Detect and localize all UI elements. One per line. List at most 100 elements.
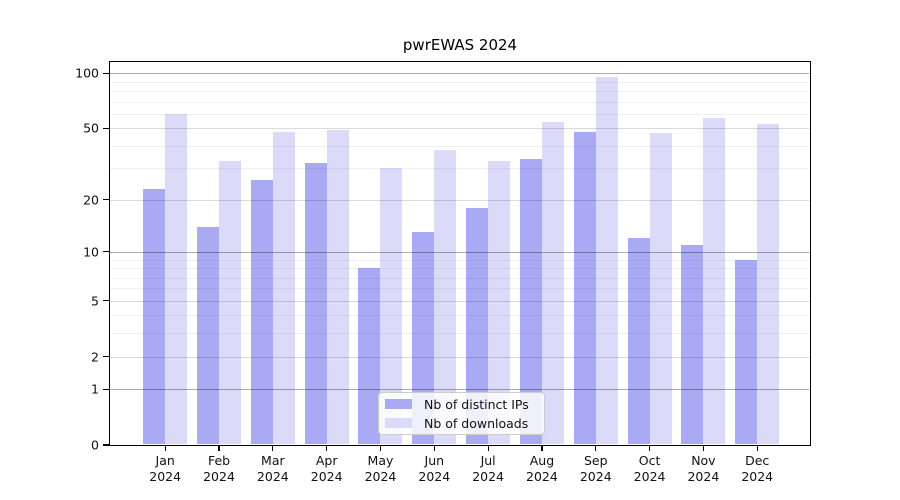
- bar-nb-of-downloads-oct: [649, 133, 672, 444]
- gridline-y-50: [110, 128, 809, 130]
- y-tick-100: [103, 72, 110, 74]
- bar-nb-of-distinct-ips-mar: [250, 179, 273, 444]
- gridline-y-5: [110, 300, 809, 302]
- legend-label-nb-of-downloads: Nb of downloads: [424, 415, 529, 431]
- y-tick-label-5: 5: [91, 293, 99, 309]
- x-tick-month: Jun: [424, 453, 445, 468]
- y-tick-1: [103, 388, 110, 390]
- bar-nb-of-downloads-nov: [703, 117, 726, 444]
- x-tick-feb: [218, 446, 220, 452]
- bars-layer: [110, 62, 809, 444]
- legend-label-nb-of-distinct-ips: Nb of distinct IPs: [424, 396, 529, 412]
- y-tick-label-1: 1: [91, 381, 99, 397]
- legend-row-nb-of-downloads: Nb of downloads: [385, 416, 544, 431]
- y-tick-label-0: 0: [91, 437, 99, 453]
- gridline-y-6: [110, 288, 809, 290]
- x-tick-mar: [272, 446, 274, 452]
- x-tick-dec: [756, 446, 758, 452]
- x-tick-apr: [326, 446, 328, 452]
- gridline-y-9: [110, 259, 809, 261]
- x-tick-year: 2024: [633, 468, 666, 484]
- x-tick-oct: [648, 446, 651, 452]
- y-tick-label-20: 20: [83, 192, 99, 208]
- x-tick-month: Aug: [529, 453, 555, 468]
- x-tick-year: 2024: [418, 468, 451, 484]
- bar-nb-of-distinct-ips-aug: [519, 158, 542, 444]
- legend-swatch-nb-of-distinct-ips: [385, 399, 412, 409]
- x-tick-month: Feb: [207, 453, 231, 468]
- y-tick-50: [103, 127, 110, 129]
- gridline-y-8: [110, 268, 809, 270]
- y-tick-10: [103, 251, 110, 253]
- gridline-y-40: [110, 145, 809, 147]
- x-tick-jun: [433, 446, 435, 452]
- x-tick-label-may: May 2024: [350, 453, 410, 484]
- bar-nb-of-downloads-mar: [272, 131, 295, 444]
- x-tick-month: Dec: [745, 453, 770, 468]
- x-tick-month: Jan: [155, 453, 175, 468]
- x-tick-month: May: [367, 453, 394, 468]
- bar-nb-of-distinct-ips-jan: [143, 189, 166, 444]
- bar-nb-of-distinct-ips-dec: [735, 259, 758, 444]
- x-tick-year: 2024: [741, 468, 774, 484]
- x-tick-month: Mar: [261, 453, 285, 468]
- x-tick-year: 2024: [203, 468, 235, 484]
- y-tick-5: [103, 300, 110, 302]
- x-tick-year: 2024: [256, 468, 289, 484]
- gridline-y-60: [110, 113, 809, 115]
- x-tick-month: Nov: [691, 453, 716, 468]
- gridline-y-3: [110, 333, 809, 335]
- x-tick-year: 2024: [687, 468, 720, 484]
- y-tick-2: [103, 355, 110, 358]
- x-tick-label-jan: Jan 2024: [135, 453, 195, 484]
- gridline-y-20: [110, 199, 809, 201]
- legend-swatch-nb-of-downloads: [385, 418, 412, 428]
- bar-nb-of-distinct-ips-nov: [681, 244, 704, 444]
- gridline-y-80: [110, 91, 809, 93]
- x-tick-label-oct: Oct 2024: [620, 453, 680, 484]
- y-tick-label-2: 2: [91, 349, 99, 365]
- bar-nb-of-downloads-jan: [165, 113, 188, 444]
- x-tick-month: Apr: [315, 453, 338, 468]
- bar-nb-of-downloads-dec: [757, 123, 780, 444]
- y-tick-label-50: 50: [83, 120, 99, 136]
- bar-nb-of-distinct-ips-jul: [466, 207, 489, 444]
- x-tick-label-jul: Jul 2024: [458, 453, 518, 484]
- x-tick-label-dec: Dec 2024: [727, 453, 787, 484]
- gridline-y-4: [110, 315, 809, 317]
- bar-nb-of-downloads-apr: [326, 129, 349, 444]
- x-tick-label-nov: Nov 2024: [673, 453, 733, 484]
- x-tick-month: Oct: [638, 453, 661, 468]
- x-tick-label-jun: Jun 2024: [404, 453, 464, 484]
- y-tick-20: [103, 199, 110, 201]
- x-tick-jan: [164, 446, 166, 452]
- bar-nb-of-distinct-ips-jun: [412, 232, 435, 444]
- bar-nb-of-distinct-ips-apr: [304, 163, 327, 444]
- bar-nb-of-downloads-jul: [488, 160, 511, 444]
- x-tick-label-feb: Feb 2024: [189, 453, 249, 484]
- x-tick-year: 2024: [526, 468, 558, 484]
- gridline-y-10: [110, 251, 809, 253]
- bar-nb-of-distinct-ips-sep: [573, 131, 596, 444]
- x-tick-label-aug: Aug 2024: [512, 453, 572, 484]
- bar-nb-of-downloads-feb: [219, 160, 242, 444]
- x-tick-month: Sep: [583, 453, 608, 468]
- x-tick-year: 2024: [579, 468, 612, 484]
- bar-nb-of-downloads-jun: [434, 149, 457, 444]
- bar-nb-of-downloads-sep: [595, 77, 618, 444]
- x-tick-sep: [595, 446, 597, 452]
- x-tick-label-mar: Mar 2024: [243, 453, 303, 484]
- x-tick-year: 2024: [310, 468, 343, 484]
- gridline-y-30: [110, 168, 809, 170]
- x-tick-aug: [541, 446, 543, 452]
- y-tick-label-10: 10: [83, 244, 99, 260]
- bar-nb-of-distinct-ips-oct: [627, 238, 650, 444]
- y-tick-label-100: 100: [75, 65, 99, 81]
- x-tick-nov: [702, 446, 704, 452]
- gridline-y-1: [110, 389, 809, 391]
- x-tick-may: [379, 446, 382, 452]
- x-tick-jul: [487, 446, 489, 452]
- gridline-y-100: [110, 73, 809, 75]
- x-tick-year: 2024: [364, 468, 397, 484]
